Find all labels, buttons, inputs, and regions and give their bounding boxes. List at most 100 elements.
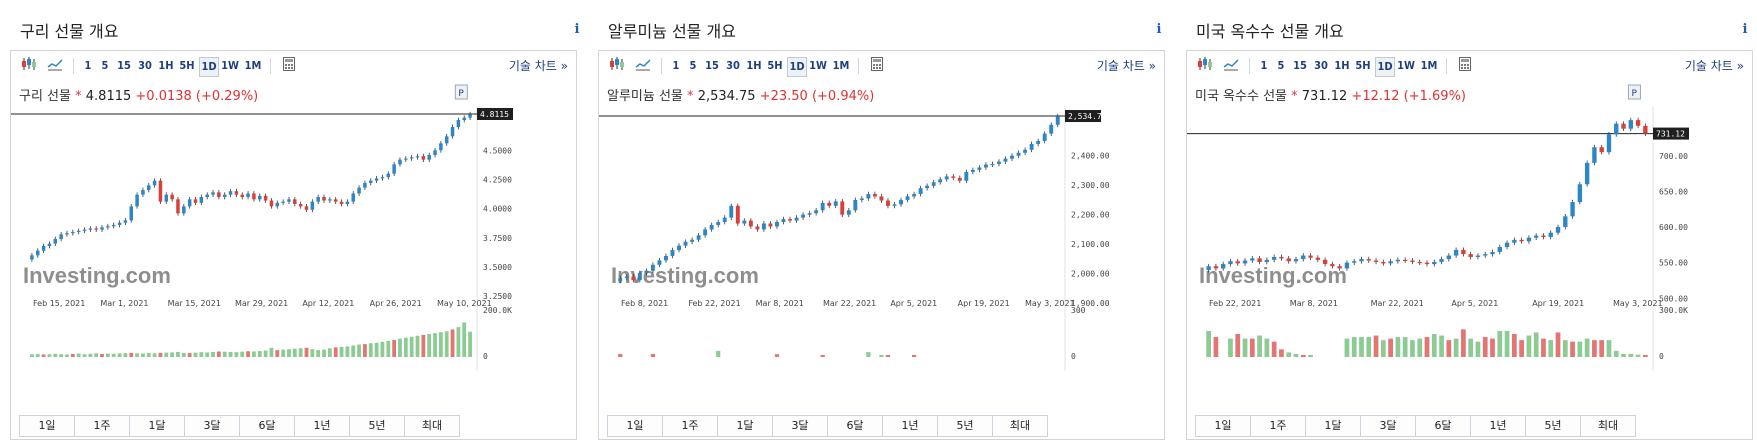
interval-button-1m[interactable]: 1M — [244, 59, 262, 72]
period-button[interactable]: 3달 — [1361, 416, 1416, 436]
interval-button-30[interactable]: 30 — [138, 59, 152, 72]
period-button[interactable]: 1년 — [883, 416, 938, 436]
period-button[interactable]: 1주 — [1251, 416, 1306, 436]
period-button[interactable]: 3달 — [773, 416, 828, 436]
volume-bar — [1592, 340, 1597, 357]
interval-button-1m[interactable]: 1M — [832, 59, 850, 72]
candle — [618, 275, 623, 284]
interval-button-30[interactable]: 30 — [726, 59, 740, 72]
info-icon[interactable]: i — [1156, 22, 1162, 37]
interval-button-1d[interactable]: 1D — [787, 57, 807, 77]
event-marker[interactable]: P — [454, 84, 468, 100]
candle-body — [814, 210, 819, 214]
line-chart-icon[interactable] — [45, 57, 65, 75]
interval-button-1w[interactable]: 1W — [221, 59, 239, 72]
candle — [47, 241, 52, 249]
candle-body — [1036, 141, 1041, 144]
period-button[interactable]: 6달 — [1416, 416, 1471, 436]
period-button[interactable]: 최대 — [993, 416, 1047, 436]
candle — [853, 197, 858, 213]
interval-button-1h[interactable]: 1H — [158, 59, 174, 72]
price-chart[interactable]: Investing.com700.00650.00600.00550.00500… — [1187, 51, 1752, 411]
info-icon[interactable]: i — [574, 22, 580, 37]
calculator-icon[interactable] — [1456, 57, 1474, 75]
interval-button-1d[interactable]: 1D — [199, 57, 219, 77]
interval-button-15[interactable]: 15 — [117, 59, 131, 72]
candle-body — [1257, 258, 1262, 262]
interval-button-1m[interactable]: 1M — [1420, 59, 1438, 72]
volume-bar — [1453, 338, 1459, 357]
period-button[interactable]: 1일 — [20, 416, 75, 436]
period-button[interactable]: 5년 — [938, 416, 993, 436]
candle — [439, 140, 443, 153]
interval-button-1w[interactable]: 1W — [1397, 59, 1415, 72]
period-button[interactable]: 최대 — [405, 416, 459, 436]
interval-button-1h[interactable]: 1H — [746, 59, 762, 72]
volume-bar — [333, 347, 338, 357]
period-button[interactable]: 1달 — [718, 416, 773, 436]
x-tick-label: Mar 22, 2021 — [1371, 299, 1424, 308]
interval-button-30[interactable]: 30 — [1314, 59, 1328, 72]
interval-button-1[interactable]: 1 — [672, 59, 680, 72]
candle-body — [333, 199, 338, 202]
candle-body — [1373, 260, 1379, 262]
period-button[interactable]: 1달 — [130, 416, 185, 436]
interval-button-5[interactable]: 5 — [1277, 59, 1285, 72]
candle — [735, 203, 740, 226]
period-button[interactable]: 6달 — [240, 416, 295, 436]
y-tick-label: 3.2500 — [483, 292, 512, 301]
event-marker[interactable]: P — [1627, 84, 1641, 100]
interval-button-5h[interactable]: 5H — [767, 59, 783, 72]
candlestick-icon[interactable] — [607, 57, 627, 75]
price-chart[interactable]: Investing.com 4.5000 4.2500 4.0000 3.7500 3.5… — [11, 51, 576, 411]
period-button[interactable]: 1달 — [1306, 416, 1361, 436]
period-button[interactable]: 1주 — [663, 416, 718, 436]
candle-body — [820, 202, 825, 211]
candlestick-icon[interactable] — [1195, 57, 1215, 75]
candle-body — [951, 176, 956, 178]
interval-button-1w[interactable]: 1W — [809, 59, 827, 72]
candle-body — [106, 226, 110, 228]
candle-body — [1228, 261, 1233, 265]
period-button[interactable]: 1주 — [75, 416, 130, 436]
y-tick-label: 2,300.00 — [1071, 181, 1110, 190]
interval-button-1d[interactable]: 1D — [1375, 57, 1395, 77]
period-button[interactable]: 1년 — [1471, 416, 1526, 436]
watermark: Investing.com — [23, 263, 171, 288]
period-button[interactable]: 최대 — [1581, 416, 1635, 436]
calculator-icon[interactable] — [280, 57, 298, 75]
interval-button-1h[interactable]: 1H — [1334, 59, 1350, 72]
candle-body — [899, 199, 903, 205]
volume-bar — [351, 345, 356, 357]
period-button[interactable]: 6달 — [828, 416, 883, 436]
candle-body — [775, 222, 779, 227]
period-button[interactable]: 5년 — [350, 416, 405, 436]
technical-chart-link[interactable]: 기술 차트 » — [1684, 59, 1744, 73]
calculator-icon[interactable] — [868, 57, 886, 75]
volume-bar — [1468, 338, 1474, 357]
candle — [1206, 263, 1211, 273]
line-chart-icon[interactable] — [633, 57, 653, 75]
info-icon[interactable]: i — [1742, 22, 1748, 37]
interval-button-1[interactable]: 1 — [84, 59, 92, 72]
interval-button-5h[interactable]: 5H — [179, 59, 195, 72]
candle-body — [1344, 262, 1350, 269]
period-button[interactable]: 1일 — [608, 416, 663, 436]
interval-button-15[interactable]: 15 — [705, 59, 719, 72]
interval-button-5[interactable]: 5 — [689, 59, 697, 72]
interval-button-5h[interactable]: 5H — [1355, 59, 1371, 72]
panel-title: 구리 선물 개요 — [20, 22, 119, 41]
technical-chart-link[interactable]: 기술 차트 » — [1096, 59, 1156, 73]
interval-button-5[interactable]: 5 — [101, 59, 109, 72]
period-button[interactable]: 5년 — [1526, 416, 1581, 436]
period-button[interactable]: 3달 — [185, 416, 240, 436]
interval-button-15[interactable]: 15 — [1293, 59, 1307, 72]
price-chart[interactable]: Investing.com 2,400.00 2,300.00 2,200.00 2,1… — [599, 51, 1164, 411]
technical-chart-link[interactable]: 기술 차트 » — [508, 59, 568, 73]
line-chart-icon[interactable] — [1221, 57, 1241, 75]
candle — [983, 162, 988, 170]
period-button[interactable]: 1일 — [1196, 416, 1251, 436]
interval-button-1[interactable]: 1 — [1260, 59, 1268, 72]
period-button[interactable]: 1년 — [295, 416, 350, 436]
candlestick-icon[interactable] — [19, 57, 39, 75]
